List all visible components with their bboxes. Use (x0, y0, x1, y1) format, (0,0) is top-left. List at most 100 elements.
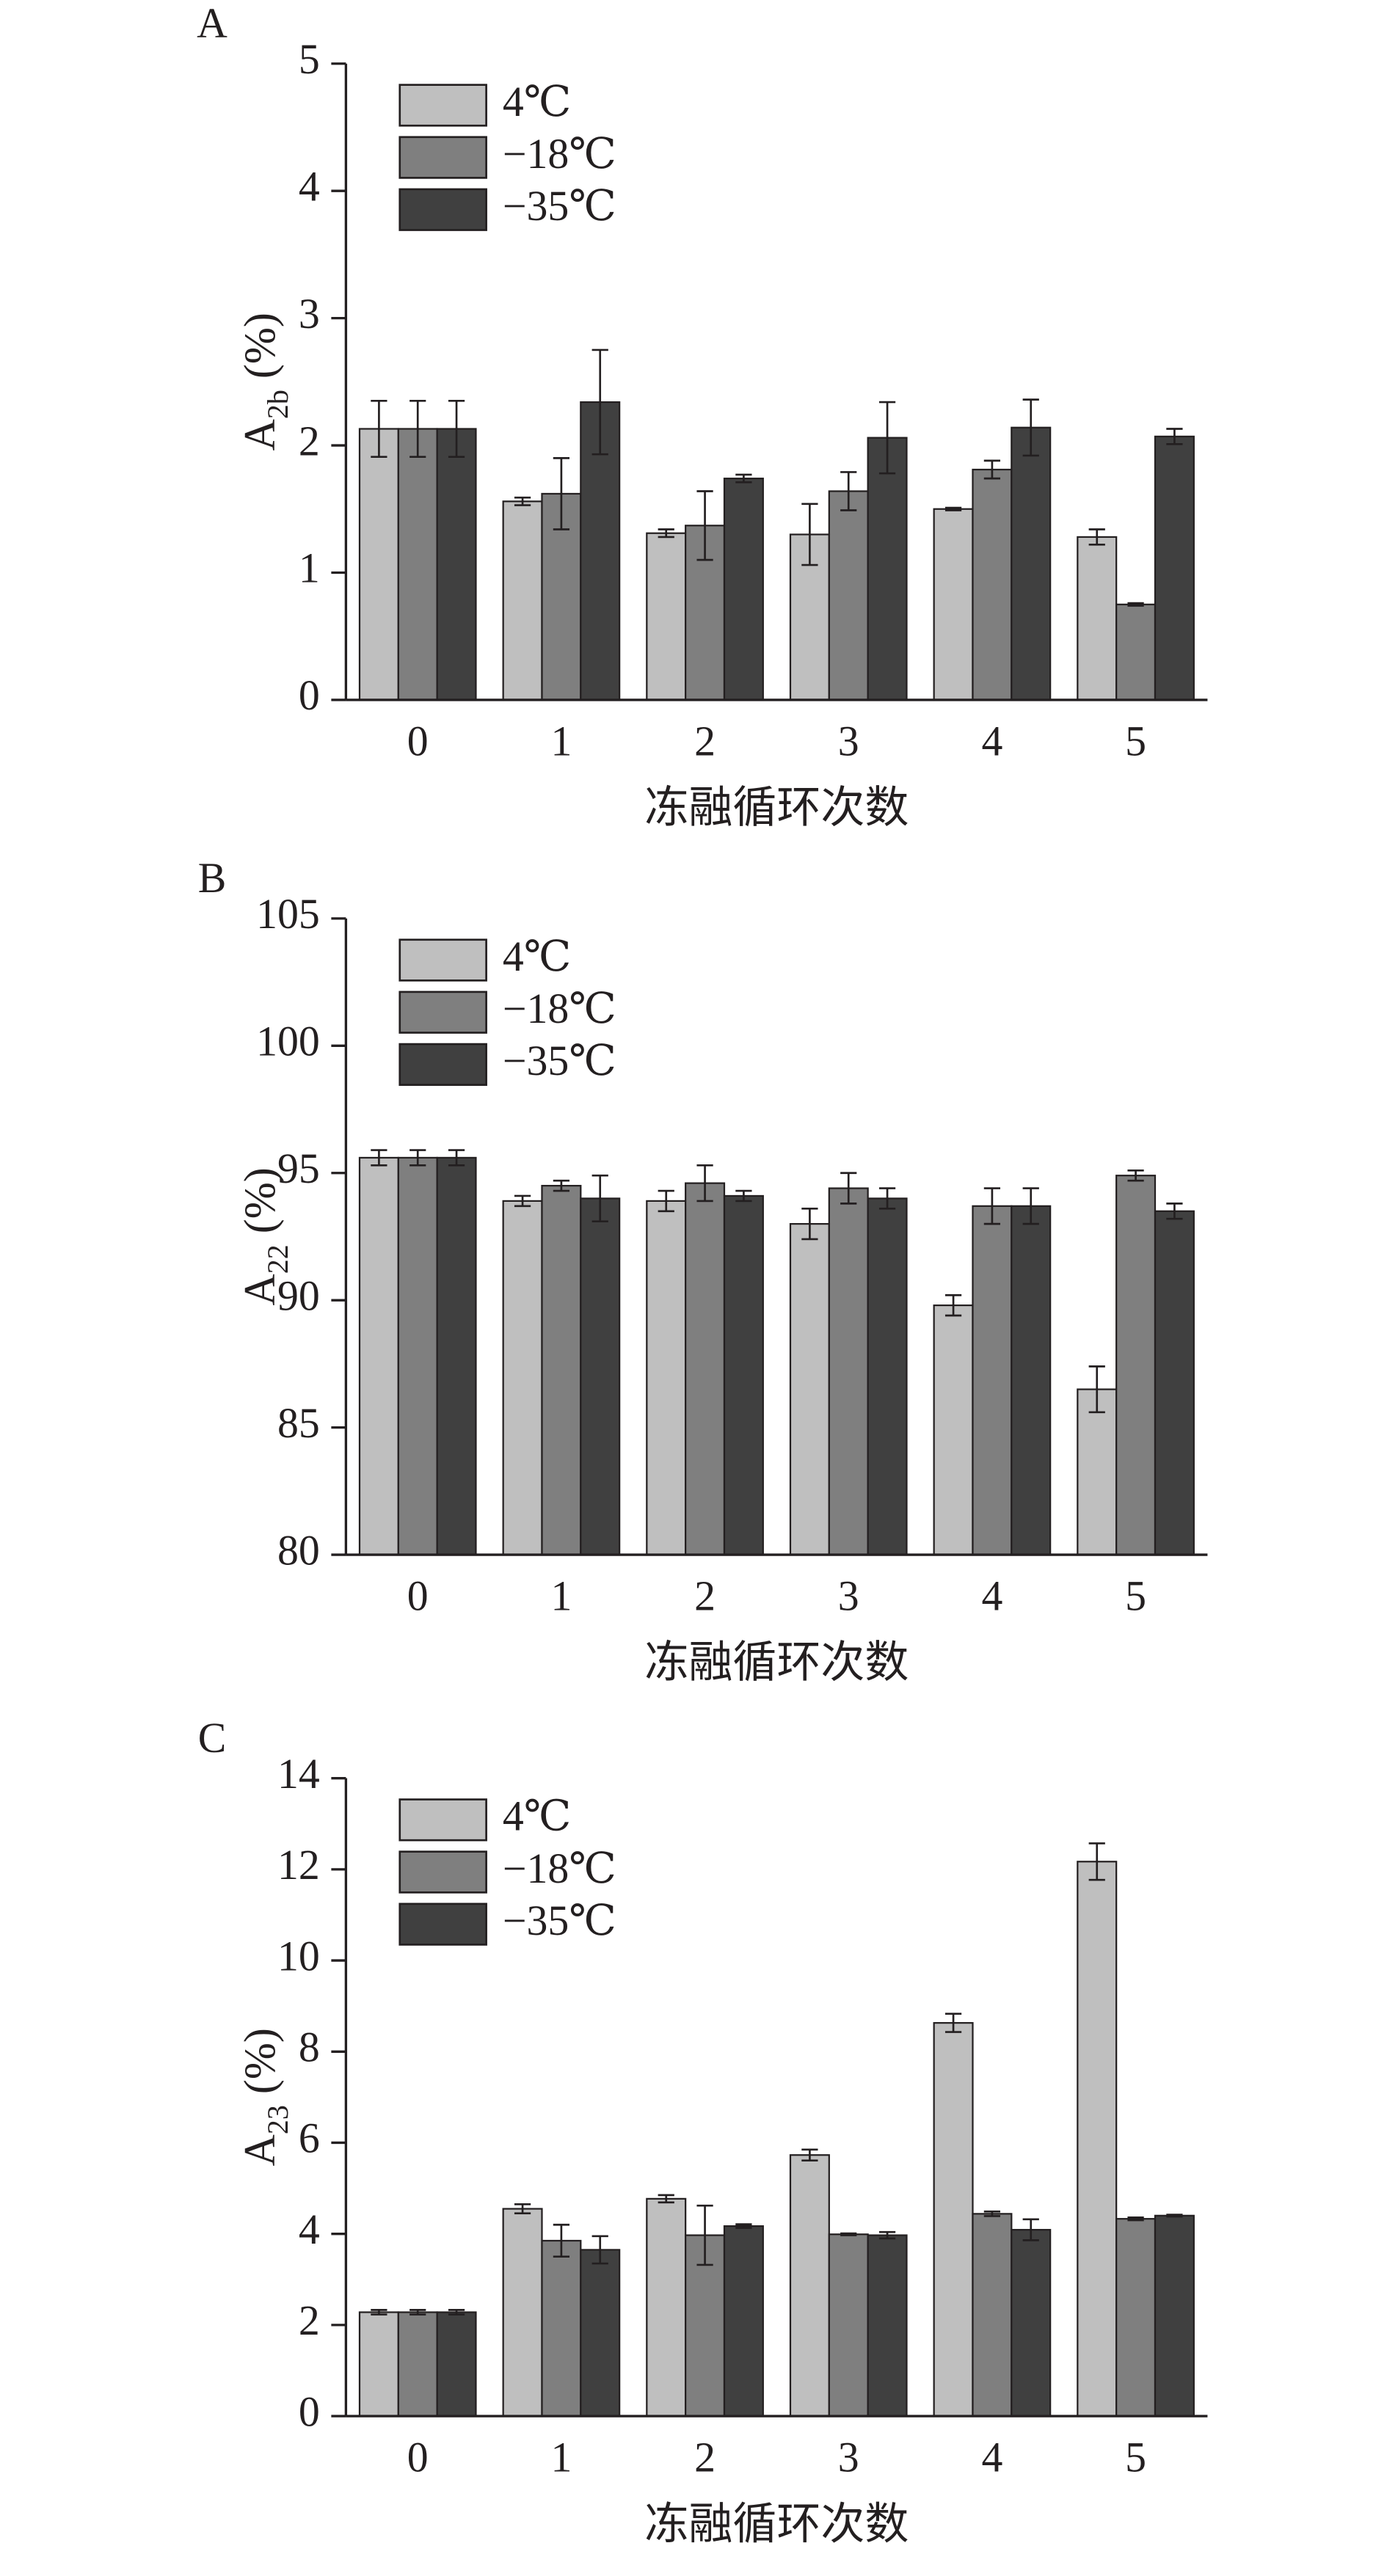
legend-swatch (398, 990, 487, 1034)
error-bar (1022, 1187, 1039, 1225)
bar (867, 1197, 908, 1556)
bar (972, 1205, 1013, 1556)
bar (358, 1156, 399, 1556)
x-tick-label: 5 (1125, 2434, 1146, 2481)
x-tick-label: 4 (981, 1572, 1002, 1620)
legend-swatch (398, 84, 487, 127)
error-bar (409, 2309, 426, 2316)
x-tick-label: 3 (838, 1572, 859, 1620)
y-tick-label: 100 (256, 1018, 320, 1065)
x-tick-label: 5 (1125, 717, 1146, 765)
error-bar (514, 2203, 531, 2215)
bar (580, 1197, 621, 1556)
bar (789, 1223, 830, 1556)
error-bar (840, 471, 857, 511)
error-bar (878, 2230, 896, 2240)
y-tick-label: 2 (299, 2296, 320, 2344)
error-bar (1127, 1169, 1144, 1182)
bar (1154, 2214, 1195, 2418)
error-bar (658, 1189, 674, 1213)
y-tick-label: 5 (299, 35, 320, 83)
error-bar (371, 2309, 387, 2316)
error-bar (591, 349, 608, 456)
x-tick-label: 1 (550, 2434, 572, 2481)
error-bar (1166, 1203, 1183, 1220)
error-bar (448, 2309, 465, 2316)
bar (436, 2311, 477, 2418)
bar (723, 478, 764, 701)
bar (723, 1194, 764, 1556)
bar (436, 428, 477, 701)
legend-label: −35℃ (503, 1037, 616, 1084)
x-tick-label: 2 (694, 1572, 716, 1620)
legend-label: 4℃ (503, 78, 572, 125)
y-axis-label-part: A (236, 419, 284, 450)
legend-label: −35℃ (503, 182, 616, 230)
bar (358, 428, 399, 701)
error-bar (1022, 398, 1039, 457)
x-tick-label: 0 (407, 717, 429, 765)
bar (933, 1305, 974, 1556)
error-bar (735, 2223, 752, 2229)
error-bar (1088, 528, 1105, 546)
bar (502, 1200, 543, 1556)
bar (1115, 2218, 1157, 2418)
bar (933, 508, 974, 701)
bar (1154, 435, 1195, 701)
legend-label: 4℃ (503, 933, 572, 980)
error-bar (448, 1149, 465, 1167)
error-bar (735, 473, 752, 484)
y-tick-label: 3 (299, 290, 320, 337)
x-tick-label: 0 (407, 2434, 429, 2481)
y-axis-label-part: A (236, 1274, 284, 1305)
y-tick-label: 90 (277, 1271, 320, 1319)
x-tick-label: 4 (981, 2434, 1002, 2481)
panel: B 80 85 90 95 100 105 A22 (%) 0 1 2 3 4 5 4℃ −18℃ −35℃ 冻融… (198, 854, 1208, 1687)
legend-swatch (398, 188, 487, 231)
error-bar (840, 2232, 857, 2236)
x-tick-label: 2 (694, 717, 716, 765)
bar (541, 2239, 582, 2418)
error-bar (514, 1194, 531, 1208)
x-tick-label: 0 (407, 1572, 429, 1620)
y-axis-label-part: A (236, 2134, 284, 2166)
error-bar (696, 490, 713, 561)
error-bar (371, 1149, 387, 1167)
bar (1011, 1205, 1052, 1556)
x-tick-label: 3 (838, 2434, 859, 2481)
y-axis-label-part: 22 (261, 1244, 294, 1274)
error-bar (944, 506, 962, 511)
bar (502, 2208, 543, 2418)
y-tick-label: 0 (299, 2387, 320, 2435)
panel-label: C (198, 1714, 227, 1762)
error-bar (658, 2194, 674, 2204)
error-bar (944, 2013, 962, 2033)
bar (502, 500, 543, 701)
error-bar (409, 1149, 426, 1167)
error-bar (371, 400, 387, 458)
error-bar (591, 1174, 608, 1222)
error-bar (1088, 1365, 1105, 1414)
bar (1011, 426, 1052, 701)
error-bar (801, 503, 818, 566)
y-axis-label: A2b (%) (236, 313, 294, 450)
bar (972, 468, 1013, 701)
bar (397, 1156, 438, 1556)
legend-label: −18℃ (503, 1845, 616, 1892)
panel-label: B (198, 854, 227, 902)
y-tick-label: 80 (277, 1526, 320, 1574)
bar (646, 532, 687, 701)
error-bar (514, 496, 531, 506)
y-axis-label: A23 (%) (236, 2028, 294, 2166)
y-axis-label-part: (%) (236, 2028, 284, 2105)
legend-label: −35℃ (503, 1897, 616, 1944)
bar (436, 1156, 477, 1556)
bar (867, 2234, 908, 2418)
y-tick-label: 6 (299, 2115, 320, 2162)
error-bar (658, 528, 674, 539)
error-bar (944, 1294, 962, 1317)
legend-label: 4℃ (503, 1792, 572, 1840)
legend-label: −18℃ (503, 130, 616, 178)
